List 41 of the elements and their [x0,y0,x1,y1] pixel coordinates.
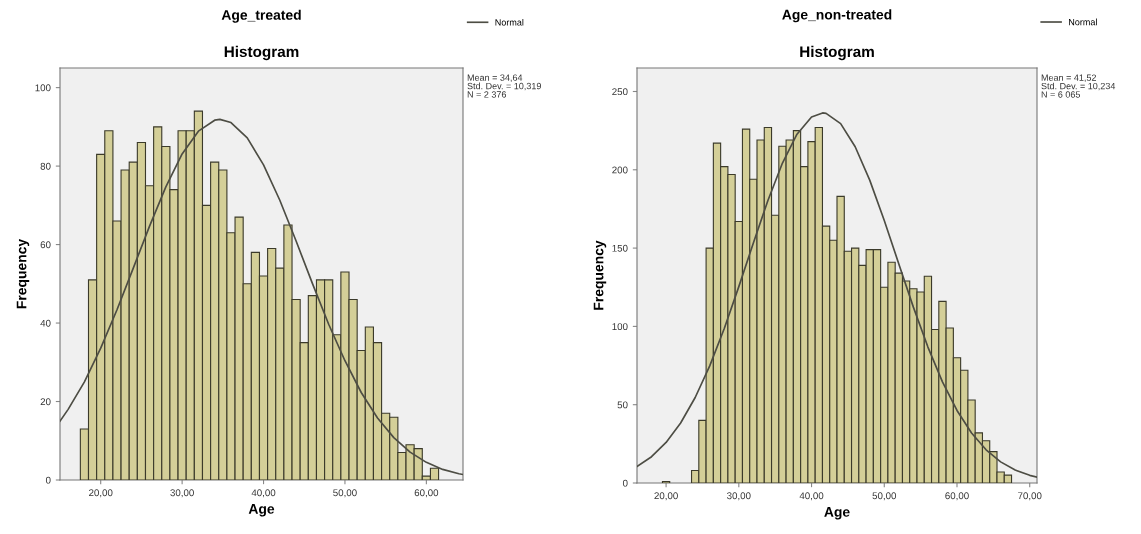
y-tick-label: 50 [617,401,628,409]
y-axis-title: Frequency [16,238,30,309]
y-tick-label: 60 [40,241,51,249]
text: Std. Dev. = 10,234 [1041,82,1116,91]
y-tick-label: 40 [40,319,51,327]
x-tick-label: 70,00 [1018,492,1042,501]
x-tick-label: 40,00 [251,489,276,498]
x-tick-label: 60,00 [945,492,969,501]
legend-label: Normal [1069,18,1097,26]
x-axis-title: Age [824,507,850,520]
text: Mean = 34,64 [467,74,523,82]
x-tick-label: 20,00 [89,489,113,498]
y-tick-label: 100 [612,323,628,331]
x-tick-label: 50,00 [333,489,357,498]
x-tick-label: 30,00 [170,489,194,498]
y-axis-title: Frequency [593,240,607,310]
line-series [60,118,463,476]
chart-subtitle: Histogram [800,45,874,61]
y-tick-label: 0 [622,479,628,487]
chart-subtitle: Histogram [224,45,299,61]
x-tick-label: 50,00 [872,492,897,501]
chart-title: Age_treated [221,9,301,23]
y-tick-label: 200 [612,166,628,174]
x-tick-label: 40,00 [799,492,824,501]
text: N = 2 376 [467,91,507,98]
text: N = 6 065 [1041,91,1081,98]
y-tick-label: 100 [35,84,51,92]
x-tick-label: 30,00 [727,492,751,501]
legend-label: Normal [495,18,524,26]
y-tick-label: 250 [612,88,628,96]
x-tick-label: 60,00 [414,489,439,498]
y-tick-label: 80 [40,162,51,170]
y-tick-label: 20 [40,398,51,406]
line-series [637,112,1037,479]
chart-title: Age_non-treated [782,9,892,23]
x-axis-title: Age [248,504,275,517]
text: Mean = 41,52 [1041,74,1097,82]
y-tick-label: 0 [45,476,51,484]
text: Std. Dev. = 10,319 [467,82,541,91]
y-tick-label: 150 [612,244,628,252]
x-tick-label: 20,00 [654,492,678,501]
